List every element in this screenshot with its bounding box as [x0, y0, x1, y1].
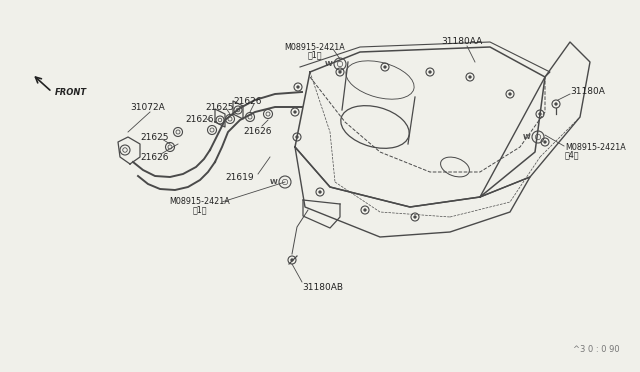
Text: 31180AA: 31180AA	[442, 38, 483, 46]
Text: 21626: 21626	[244, 128, 272, 137]
Circle shape	[296, 86, 300, 89]
Text: （1）: （1）	[193, 205, 207, 215]
Text: W: W	[522, 134, 530, 140]
Text: M08915-2421A: M08915-2421A	[170, 198, 230, 206]
Text: （4）: （4）	[565, 151, 579, 160]
Text: 31072A: 31072A	[131, 103, 165, 112]
Text: ^3 0 : 0 90: ^3 0 : 0 90	[573, 345, 620, 354]
Text: M08915-2421A: M08915-2421A	[285, 42, 346, 51]
Text: W: W	[324, 61, 332, 67]
Text: FRONT: FRONT	[55, 88, 87, 97]
Circle shape	[339, 71, 341, 73]
Circle shape	[543, 141, 547, 143]
Text: M08915-2421A: M08915-2421A	[565, 142, 626, 151]
Text: 21619: 21619	[226, 173, 254, 182]
Text: 21626: 21626	[141, 153, 169, 161]
Text: 21625: 21625	[205, 103, 234, 112]
Text: 31180AB: 31180AB	[302, 282, 343, 292]
Text: 21626: 21626	[234, 97, 262, 106]
Text: （1）: （1）	[308, 51, 323, 60]
Circle shape	[413, 216, 417, 218]
Circle shape	[294, 110, 296, 113]
Circle shape	[509, 93, 511, 95]
Circle shape	[296, 136, 298, 138]
Circle shape	[555, 103, 557, 105]
Circle shape	[383, 65, 387, 68]
Circle shape	[319, 190, 321, 193]
Circle shape	[291, 259, 293, 262]
Text: 31180A: 31180A	[570, 87, 605, 96]
Text: 21625: 21625	[141, 132, 169, 141]
Circle shape	[468, 76, 472, 78]
Circle shape	[364, 209, 366, 211]
Circle shape	[429, 71, 431, 73]
Text: 21626: 21626	[186, 115, 214, 124]
Circle shape	[539, 113, 541, 115]
Text: W: W	[269, 179, 277, 185]
